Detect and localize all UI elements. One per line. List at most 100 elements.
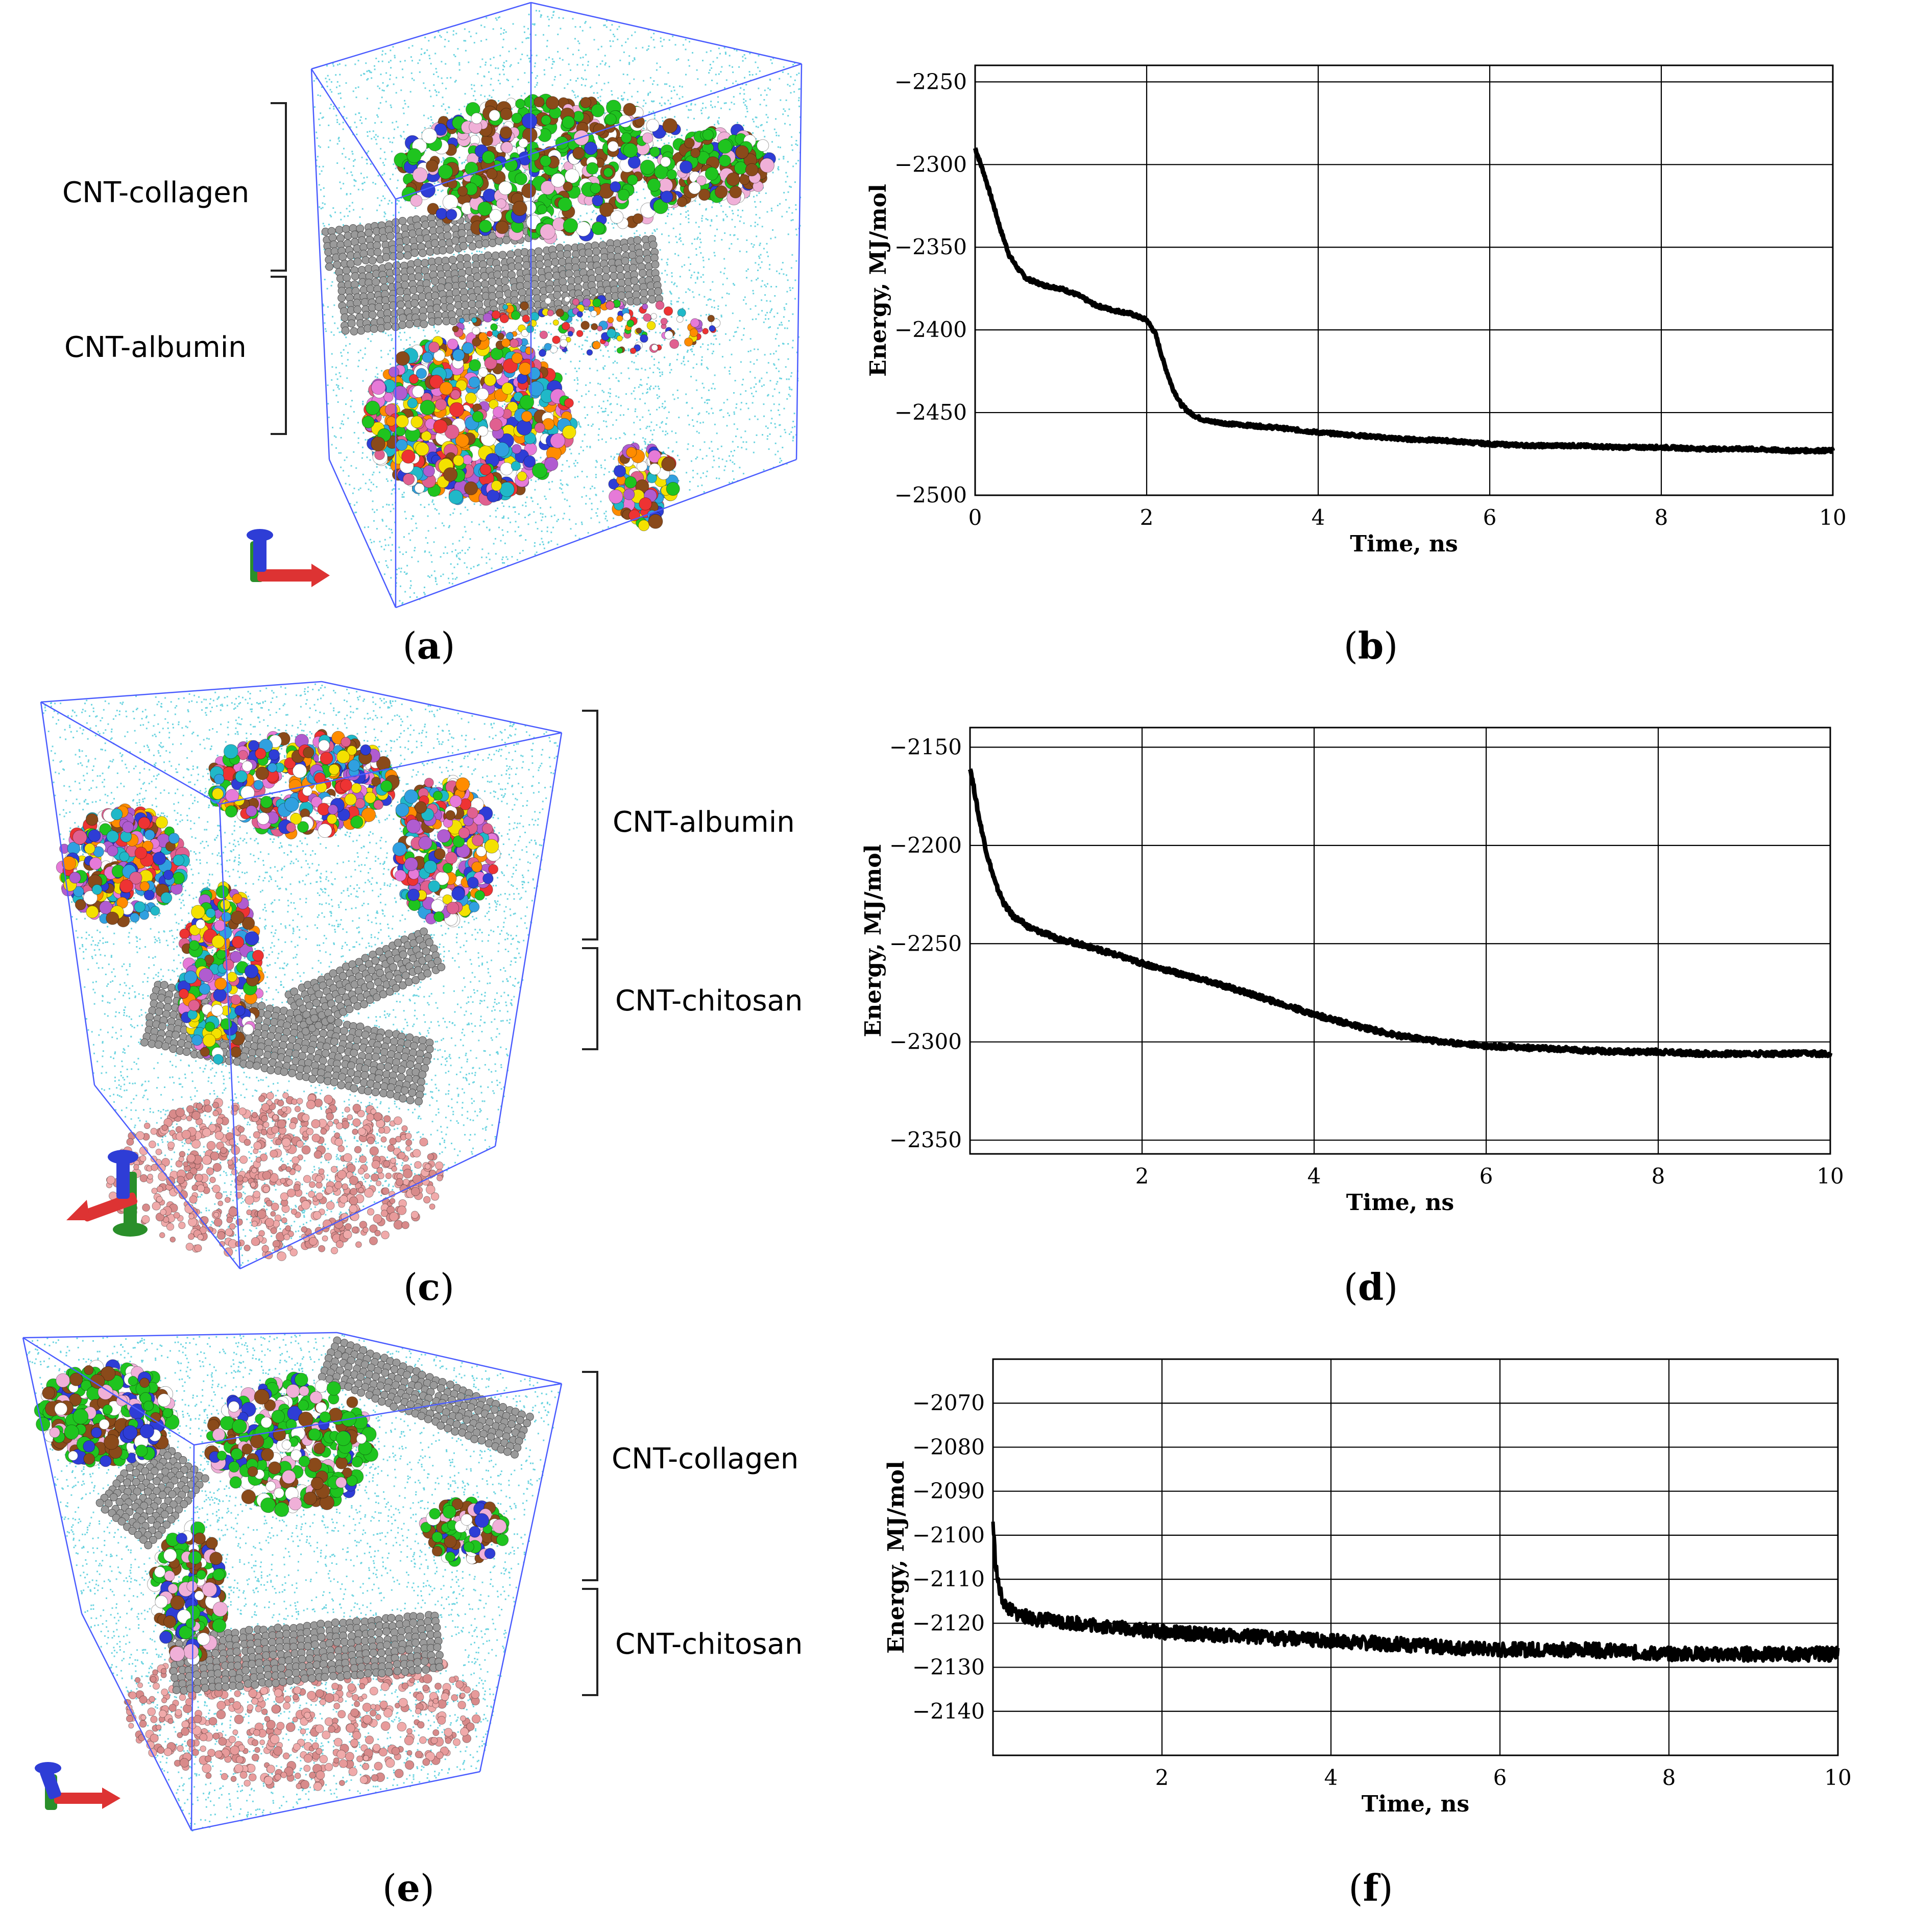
albumin-bead — [327, 814, 337, 825]
cnt-atom — [353, 257, 362, 266]
albumin-bead — [501, 382, 514, 395]
chitosan-bead — [214, 1131, 224, 1140]
cnt-atom — [368, 256, 377, 265]
chitosan-bead — [371, 1160, 380, 1169]
albumin-bead — [189, 940, 200, 951]
albumin-bead — [213, 1054, 224, 1065]
cnt-sheet — [284, 927, 446, 1035]
chitosan-bead — [217, 1200, 224, 1206]
collagen-bead — [705, 166, 719, 181]
chitosan-bead — [212, 1185, 221, 1193]
albumin-bead — [428, 880, 441, 892]
collagen-bead — [406, 148, 422, 163]
albumin-bead — [488, 864, 499, 875]
chitosan-bead — [423, 1196, 431, 1204]
chitosan-bead — [352, 1103, 361, 1113]
cnt-atom — [410, 249, 419, 257]
cnt-atom — [406, 1096, 415, 1104]
albumin-bead — [214, 920, 226, 932]
collagen-bead — [590, 182, 601, 194]
collagen-bead — [666, 169, 677, 180]
chitosan-bead — [179, 1190, 188, 1199]
albumin-bead — [225, 805, 237, 818]
molecule-layer — [22, 1332, 563, 1832]
chitosan-bead — [271, 1202, 279, 1211]
albumin-bead — [122, 821, 134, 833]
albumin-bead — [234, 1005, 246, 1016]
chitosan-bead — [253, 1131, 261, 1139]
albumin-bead — [452, 325, 459, 332]
collagen-bead — [684, 137, 695, 149]
chitosan-bead — [327, 1121, 333, 1127]
albumin-bead — [511, 310, 521, 320]
chitosan-bead — [287, 1230, 294, 1237]
albumin-bead — [211, 935, 225, 949]
collagen-bead — [541, 115, 551, 126]
albumin-bead — [395, 803, 409, 817]
chitosan-bead — [383, 1115, 391, 1123]
albumin-bead — [433, 349, 445, 361]
y-tick-label: −2500 — [894, 482, 967, 508]
chitosan-bead — [143, 1122, 151, 1129]
chitosan-bead — [159, 1232, 165, 1238]
collagen-bead — [610, 210, 624, 224]
chitosan-bead — [216, 1117, 223, 1125]
albumin-bead — [402, 473, 415, 486]
albumin-bead — [380, 780, 393, 792]
albumin-bead — [160, 892, 173, 904]
albumin-bead — [245, 931, 259, 946]
albumin-bead — [516, 419, 532, 436]
cnt-atom — [398, 216, 407, 225]
chitosan-bead — [296, 1140, 304, 1148]
chitosan-bead — [204, 1104, 212, 1113]
albumin-bead — [677, 308, 686, 318]
albumin-bead — [597, 325, 603, 332]
plot-frame — [969, 727, 1831, 1155]
collagen-bead — [471, 112, 482, 125]
albumin-bead — [424, 860, 438, 874]
albumin-bead — [489, 399, 499, 409]
chitosan-bead — [284, 1696, 292, 1703]
albumin-bead — [684, 337, 693, 347]
chitosan-bead — [393, 1220, 403, 1230]
chitosan-bead — [309, 1181, 316, 1188]
albumin-bead — [564, 296, 570, 303]
collagen-bead — [486, 168, 498, 180]
collagen-bead — [662, 118, 678, 133]
chitosan-bead — [427, 1153, 434, 1161]
caption-b: (b) — [1343, 624, 1398, 667]
albumin-bead — [451, 887, 465, 901]
chitosan-bead — [405, 1139, 413, 1146]
chitosan-bead — [395, 1178, 404, 1186]
albumin-bead — [139, 881, 150, 891]
albumin-bead — [487, 489, 500, 503]
x-tick-label: 8 — [1655, 505, 1668, 530]
albumin-bead — [469, 359, 481, 372]
albumin-bead — [408, 374, 419, 384]
albumin-bead — [205, 908, 216, 918]
cnt-atom — [373, 248, 382, 256]
cnt-atom — [410, 299, 419, 307]
collagen-bead — [717, 139, 733, 154]
albumin-bead — [624, 476, 637, 489]
chitosan-bead — [352, 1128, 358, 1135]
chitosan-bead — [224, 1197, 231, 1203]
chitosan-bead — [277, 1099, 284, 1107]
chitosan-bead — [347, 1114, 353, 1121]
albumin-bead — [89, 857, 102, 870]
albumin-bead — [588, 306, 594, 312]
albumin-bead — [484, 839, 499, 854]
albumin-bead — [544, 343, 552, 351]
chitosan-bead — [344, 1106, 351, 1113]
cnt-atom — [325, 262, 334, 271]
albumin-bead — [484, 356, 497, 370]
albumin-bead — [327, 804, 338, 815]
albumin-bead — [443, 467, 458, 482]
collagen-bead — [498, 181, 513, 196]
box-edge — [40, 701, 220, 805]
chitosan-bead — [281, 1106, 287, 1113]
chitosan-bead — [262, 1186, 270, 1193]
x-tick-label: 8 — [1652, 1164, 1665, 1189]
albumin-bead — [629, 347, 637, 354]
chitosan-bead — [229, 1223, 236, 1230]
